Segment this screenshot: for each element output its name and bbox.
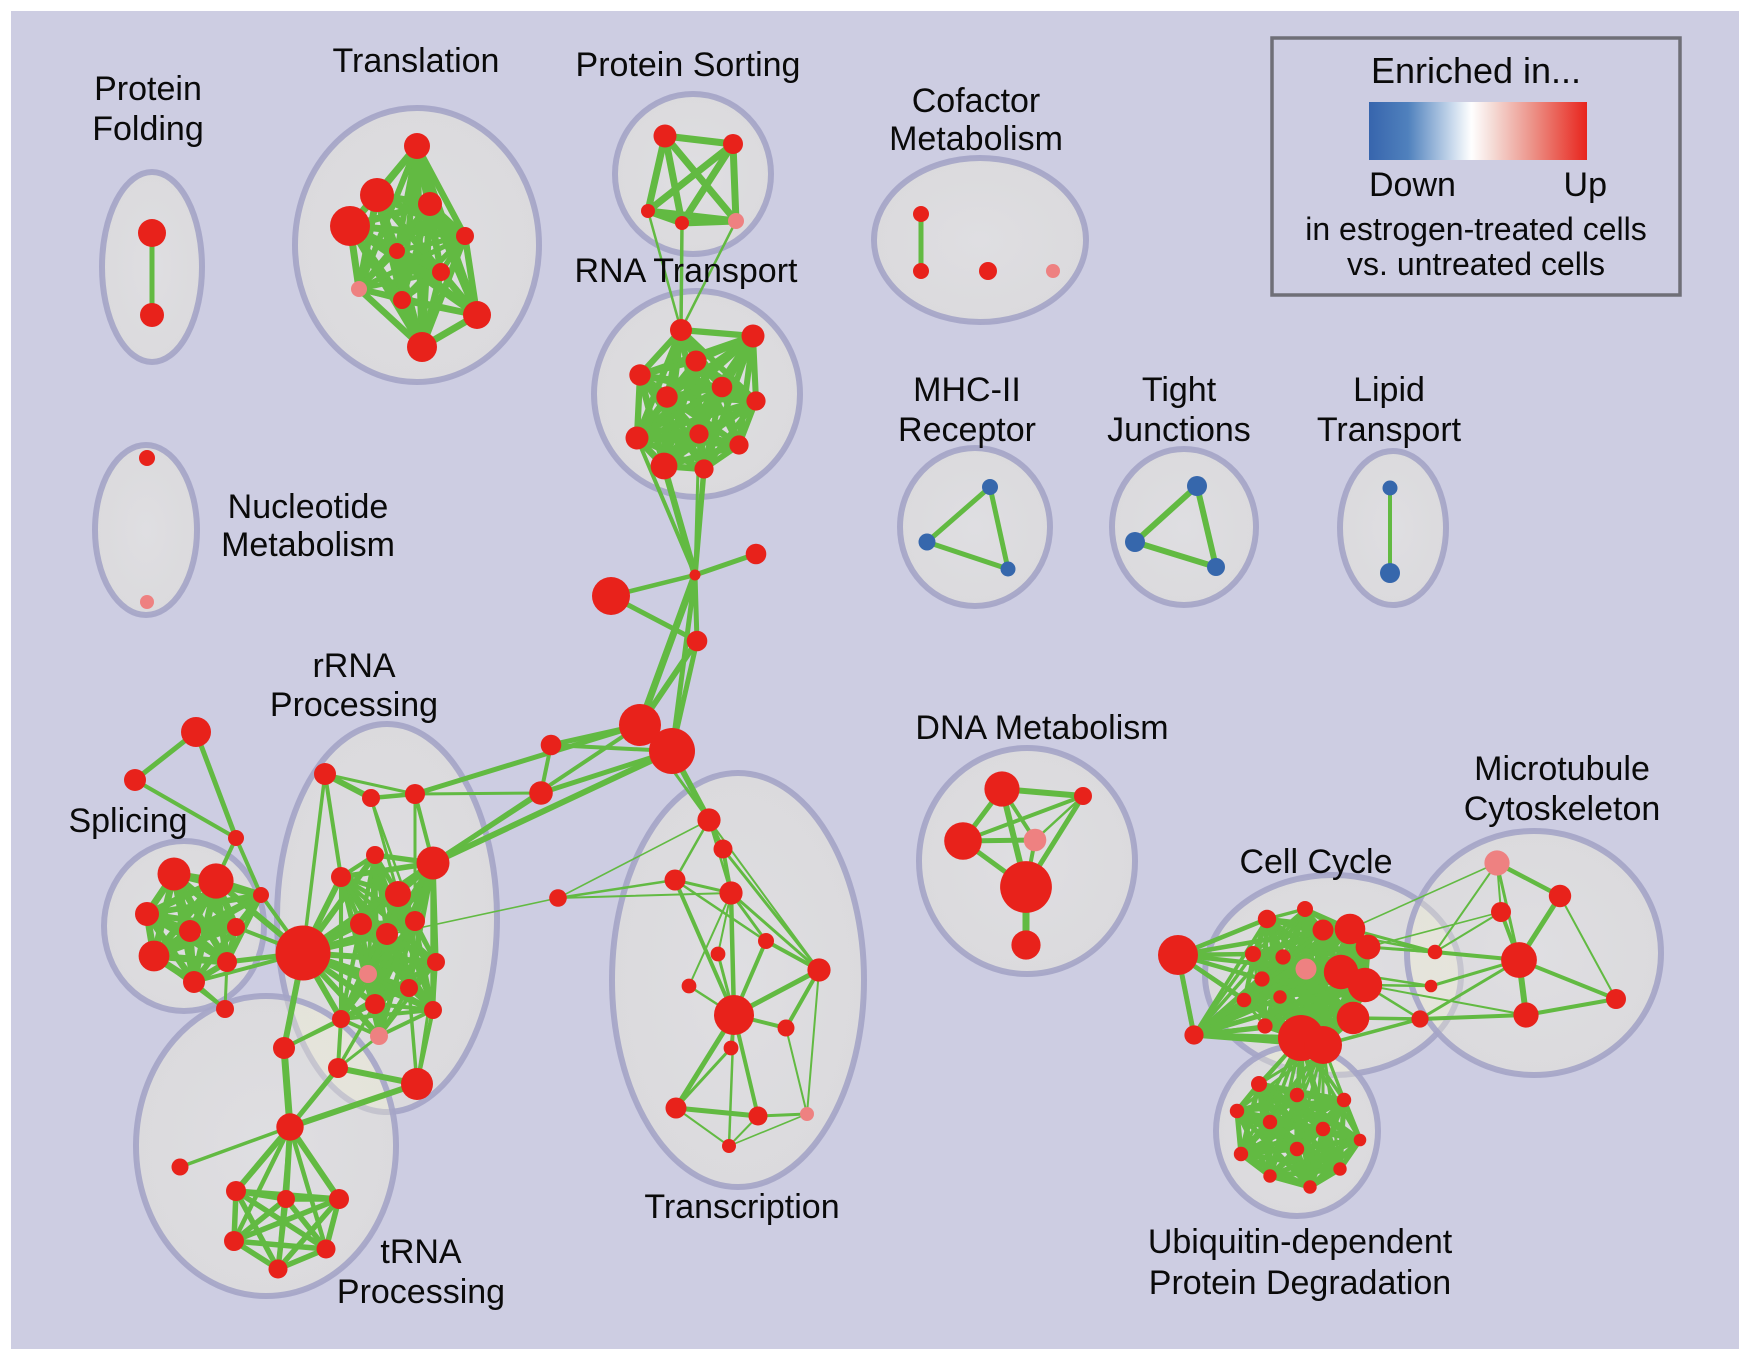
svg-text:in estrogen-treated cells: in estrogen-treated cells (1305, 211, 1647, 247)
svg-text:Transcription: Transcription (644, 1188, 839, 1226)
svg-text:Lipid: Lipid (1353, 371, 1425, 409)
svg-text:Microtubule: Microtubule (1474, 750, 1650, 788)
svg-text:Protein Degradation: Protein Degradation (1149, 1264, 1451, 1302)
svg-text:Translation: Translation (333, 42, 500, 80)
svg-text:Processing: Processing (270, 686, 438, 724)
svg-text:Down: Down (1369, 166, 1456, 204)
svg-text:Up: Up (1564, 166, 1607, 204)
svg-text:Cofactor: Cofactor (912, 82, 1041, 120)
svg-text:Metabolism: Metabolism (889, 120, 1063, 158)
svg-text:Protein Sorting: Protein Sorting (576, 46, 801, 84)
svg-text:Processing: Processing (337, 1273, 505, 1311)
svg-text:Cell Cycle: Cell Cycle (1239, 843, 1392, 881)
svg-text:Metabolism: Metabolism (221, 526, 395, 564)
svg-text:DNA Metabolism: DNA Metabolism (915, 709, 1168, 747)
svg-text:vs. untreated cells: vs. untreated cells (1347, 246, 1605, 282)
svg-text:Folding: Folding (92, 110, 204, 148)
svg-text:MHC-II: MHC-II (913, 371, 1021, 409)
svg-text:rRNA: rRNA (312, 647, 395, 685)
svg-text:Ubiquitin-dependent: Ubiquitin-dependent (1148, 1223, 1453, 1261)
svg-text:Junctions: Junctions (1107, 411, 1251, 449)
svg-text:Enriched in...: Enriched in... (1371, 50, 1581, 91)
svg-text:Tight: Tight (1142, 371, 1217, 409)
svg-text:RNA Transport: RNA Transport (575, 252, 799, 290)
svg-text:Nucleotide: Nucleotide (228, 488, 389, 526)
svg-text:Cytoskeleton: Cytoskeleton (1464, 790, 1661, 828)
svg-text:Transport: Transport (1317, 411, 1462, 449)
svg-text:Splicing: Splicing (68, 802, 187, 840)
svg-text:Receptor: Receptor (898, 411, 1036, 449)
svg-text:tRNA: tRNA (380, 1233, 462, 1271)
svg-text:Protein: Protein (94, 70, 202, 108)
